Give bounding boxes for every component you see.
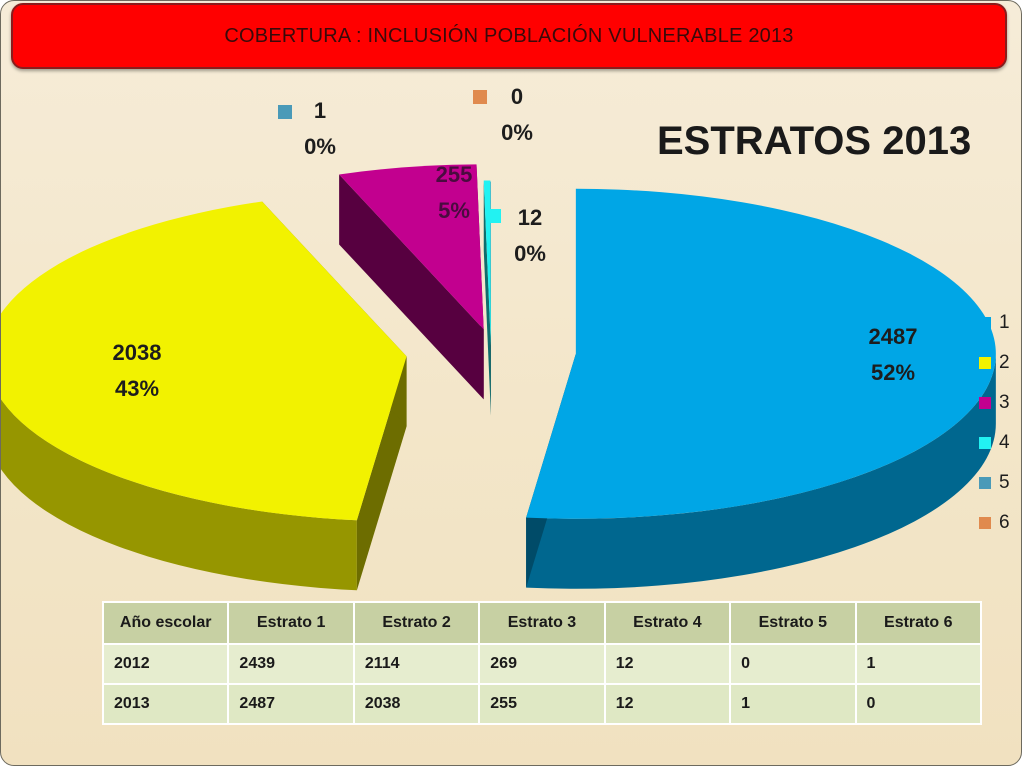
legend-swatch [979, 477, 991, 489]
data-table: Año escolar Estrato 1 Estrato 2 Estrato … [101, 601, 983, 725]
data-label-estrato-6: 0 0% [473, 79, 539, 151]
table-header-cell: Estrato 4 [603, 601, 732, 645]
legend-label: 1 [999, 312, 1010, 333]
legend-swatch [979, 357, 991, 369]
table-header-cell: Estrato 2 [352, 601, 481, 645]
legend-swatch [979, 517, 991, 529]
table-header-cell: Estrato 5 [729, 601, 857, 645]
table-cell: 1 [854, 643, 983, 685]
legend-item-2: 2 [979, 343, 1023, 383]
legend-swatch [979, 437, 991, 449]
data-label-percent: 0% [514, 241, 546, 266]
title-banner: COBERTURA : INCLUSIÓN POBLACIÓN VULNERAB… [11, 3, 1007, 69]
table-header-cell: Año escolar [101, 601, 230, 645]
table-cell: 255 [478, 683, 606, 725]
table-row: 2013 2487 2038 255 12 1 0 [101, 683, 983, 725]
legend-label: 2 [999, 352, 1010, 373]
label-swatch [487, 209, 501, 223]
legend-swatch [979, 317, 991, 329]
data-label-value: 2487 [868, 324, 918, 349]
legend-swatch [979, 397, 991, 409]
data-label-estrato-1: 2487 52% [847, 319, 939, 391]
chart-title: ESTRATOS 2013 [657, 119, 972, 163]
legend-item-6: 6 [979, 503, 1023, 543]
table-cell: 2114 [352, 643, 481, 685]
table-cell: 2487 [227, 683, 355, 725]
pie-slice [339, 164, 484, 330]
data-label-value: 1 [313, 98, 327, 123]
data-label-value: 12 [517, 205, 543, 230]
data-label-percent: 0% [501, 120, 533, 145]
table-header-cell: Estrato 6 [854, 601, 983, 645]
table-cell: 0 [729, 643, 857, 685]
pie-slice-side [1, 399, 357, 591]
table-cell: 2038 [352, 683, 481, 725]
data-label-percent: 52% [870, 360, 916, 385]
table-cell: 269 [478, 643, 606, 685]
legend-label: 6 [999, 512, 1010, 533]
data-label-value: 2038 [112, 340, 162, 365]
table-row: 2012 2439 2114 269 12 0 1 [101, 643, 983, 685]
data-label-estrato-4: 12 0% [487, 200, 553, 272]
table-cell: 12 [603, 643, 732, 685]
label-swatch [473, 90, 487, 104]
page-title: COBERTURA : INCLUSIÓN POBLACIÓN VULNERAB… [224, 24, 794, 47]
table-cell: 12 [603, 683, 732, 725]
chart-legend: 1 2 3 4 5 6 [979, 303, 1023, 543]
table-cell: 1 [729, 683, 857, 725]
table-header-cell: Estrato 3 [478, 601, 606, 645]
legend-label: 3 [999, 392, 1010, 413]
table-header-cell: Estrato 1 [227, 601, 355, 645]
table-cell: 0 [854, 683, 983, 725]
pie-slice-face [356, 356, 407, 591]
table-cell: 2439 [227, 643, 355, 685]
legend-item-4: 4 [979, 423, 1023, 463]
table-header-row: Año escolar Estrato 1 Estrato 2 Estrato … [101, 601, 983, 645]
legend-label: 4 [999, 432, 1010, 453]
data-label-value: 0 [510, 84, 524, 109]
table-cell: 2012 [101, 643, 230, 685]
legend-label: 5 [999, 472, 1010, 493]
data-label-value: 255 [435, 162, 473, 187]
label-swatch [278, 105, 292, 119]
data-label-percent: 0% [304, 134, 336, 159]
label-swatch [81, 346, 95, 360]
table-cell: 2013 [101, 683, 230, 725]
legend-item-3: 3 [979, 383, 1023, 423]
legend-item-5: 5 [979, 463, 1023, 503]
pie-slice-face [339, 174, 484, 400]
data-label-estrato-5: 1 0% [278, 93, 342, 165]
pie-slice-side [526, 353, 996, 589]
data-label-percent: 43% [114, 376, 160, 401]
pie-slice [526, 188, 996, 519]
legend-item-1: 1 [979, 303, 1023, 343]
data-label-percent: 5% [438, 198, 470, 223]
data-label-estrato-3: 255 5% [425, 157, 483, 229]
pie-slice [1, 201, 407, 521]
pie-slice-face [483, 180, 491, 416]
data-label-estrato-2: 2038 43% [81, 335, 177, 407]
